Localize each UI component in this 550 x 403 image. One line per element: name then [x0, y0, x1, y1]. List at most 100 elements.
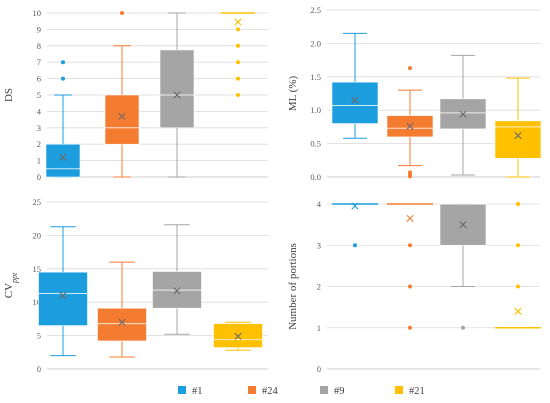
y-tick-label: 3 — [317, 240, 321, 250]
box-group-9 — [159, 12, 195, 178]
y-tick-label: 7 — [37, 57, 41, 67]
box-group-9 — [152, 224, 202, 335]
legend-label: #9 — [334, 386, 345, 397]
chart-panel-2: 0.0 0.5 1.0 1.5 2.0 2.5 ML (%) — [287, 5, 542, 182]
box-iqr — [38, 271, 88, 326]
box-iqr — [159, 49, 195, 129]
legend-label: #1 — [192, 386, 203, 397]
y-axis-label-subscript: ppt — [10, 272, 19, 284]
y-tick-label: 5 — [37, 331, 41, 341]
legend-swatch — [395, 386, 403, 394]
y-tick-label: 0 — [317, 364, 321, 374]
box-iqr — [213, 323, 263, 348]
y-tick-label: 0 — [37, 364, 41, 374]
box-iqr — [439, 98, 487, 130]
box-group-24 — [104, 11, 140, 178]
mean-marker — [118, 112, 126, 120]
outlier-point — [120, 11, 124, 15]
box-group-24 — [387, 203, 433, 330]
y-axis-label: ML (%) — [287, 76, 299, 112]
y-tick-label: 8 — [37, 41, 41, 51]
box-group-1 — [45, 60, 81, 178]
mean-marker — [59, 153, 67, 161]
chart-panel-4: 0 1 2 3 4 Number of portions — [287, 199, 541, 374]
outlier-point — [516, 243, 520, 248]
legend-swatch — [248, 386, 256, 394]
outlier-point — [236, 60, 240, 65]
mean-marker — [406, 214, 414, 223]
mean-marker — [459, 221, 467, 229]
y-tick-label: 4 — [317, 199, 322, 209]
outlier-point — [236, 43, 240, 48]
box-group-21 — [213, 321, 263, 351]
box-group-1 — [331, 32, 379, 139]
box-group-24 — [386, 66, 434, 179]
legend-item-24: #24 — [248, 386, 279, 397]
box-iqr — [45, 143, 81, 178]
y-axis-label: CVppt — [3, 272, 19, 298]
mean-marker — [406, 122, 414, 130]
outlier-point — [236, 76, 240, 81]
y-tick-label: 10 — [33, 8, 42, 18]
outlier-point — [408, 284, 412, 289]
outlier-point — [236, 27, 240, 32]
mean-marker — [351, 202, 359, 210]
y-tick-label: 2.0 — [310, 38, 321, 48]
box-group-21 — [495, 202, 541, 329]
mean-marker — [459, 110, 467, 118]
y-tick-label: 3 — [37, 123, 41, 133]
legend-label: #24 — [262, 386, 279, 397]
y-tick-label: 20 — [33, 230, 42, 240]
chart-panel-1: 0 1 2 3 4 5 6 7 8 9 10 DS — [3, 8, 268, 182]
mean-marker — [59, 291, 67, 300]
mean-marker — [514, 131, 522, 140]
y-tick-label: 2.5 — [310, 5, 321, 15]
outlier-point — [61, 60, 65, 65]
y-tick-label: 9 — [37, 24, 41, 34]
legend-item-9: #9 — [320, 386, 345, 397]
y-axis-label: Number of portions — [287, 243, 299, 330]
box-group-21 — [221, 12, 255, 97]
mean-marker — [234, 332, 242, 340]
y-tick-label: 2 — [37, 139, 41, 149]
mean-marker — [118, 318, 126, 326]
box-group-1 — [38, 226, 88, 357]
outlier-point — [61, 76, 65, 81]
box-iqr — [97, 307, 147, 342]
legend-swatch — [178, 386, 186, 394]
chart-panel-3: 0 5 10 15 20 25 CVppt — [3, 197, 268, 374]
y-tick-label: 6 — [37, 74, 41, 84]
mean-marker — [173, 287, 181, 295]
legend-item-21: #21 — [395, 386, 425, 397]
legend: #1 #24 #9 #21 — [178, 386, 425, 397]
y-tick-label: 1.0 — [310, 105, 321, 115]
outlier-point — [516, 202, 520, 206]
legend-label: #21 — [409, 386, 425, 397]
outlier-point — [408, 325, 412, 330]
outlier-point — [461, 325, 465, 330]
box-group-24 — [97, 261, 147, 358]
outlier-point — [408, 174, 412, 179]
y-tick-label: 0.5 — [310, 139, 321, 149]
y-tick-label: 4 — [37, 106, 42, 116]
outlier-point — [408, 66, 412, 71]
y-tick-label: 0.0 — [310, 172, 321, 182]
box-group-1 — [332, 202, 378, 248]
mean-marker — [514, 307, 522, 315]
legend-item-1: #1 — [178, 386, 203, 397]
box-group-9 — [439, 54, 487, 176]
mean-marker — [173, 91, 181, 99]
box-group-9 — [439, 203, 487, 330]
legend-swatch — [320, 386, 328, 394]
mean-marker — [351, 96, 359, 104]
y-tick-label: 1 — [37, 156, 41, 166]
outlier-point — [236, 93, 240, 97]
y-tick-label: 2 — [317, 282, 321, 292]
mean-marker — [234, 18, 242, 26]
outlier-point — [516, 284, 520, 289]
box-group-21 — [494, 77, 542, 178]
y-tick-label: 25 — [33, 197, 42, 207]
y-tick-label: 1 — [317, 323, 321, 333]
